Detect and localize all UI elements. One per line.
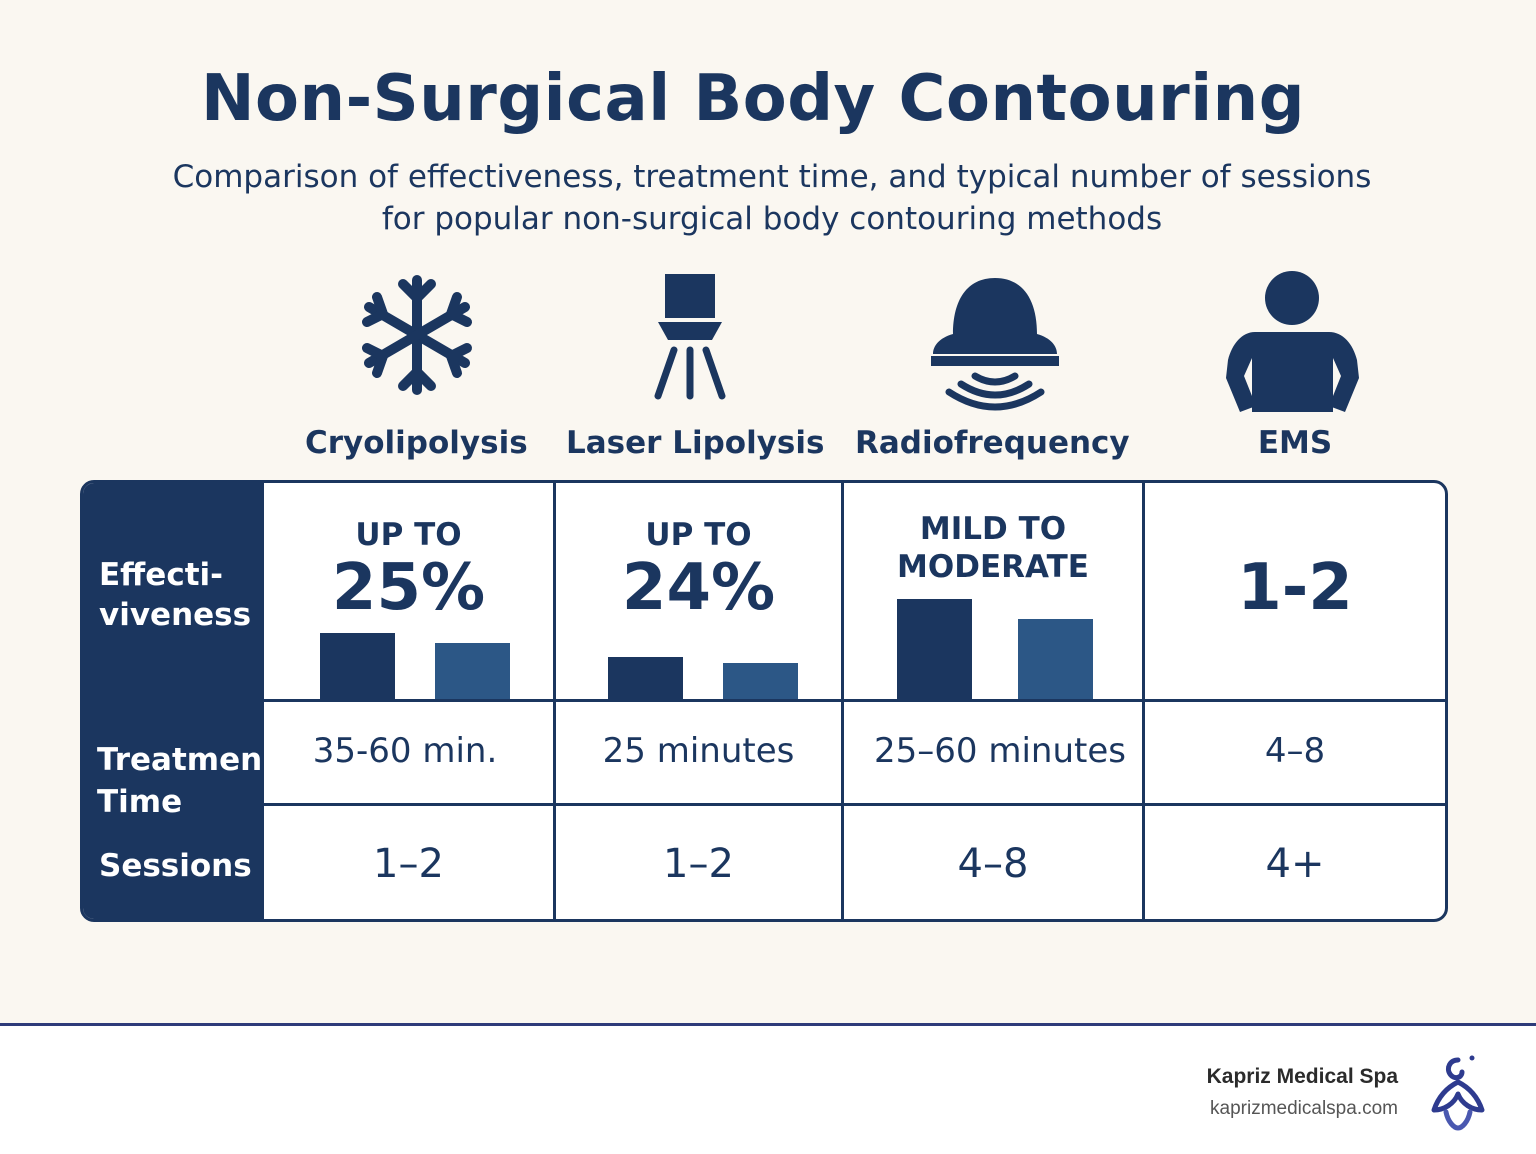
radiofrequency-device-icon (925, 270, 1065, 415)
treatment-time-cryolipolysis: 35-60 min. (312, 731, 498, 771)
sessions-cryolipolysis: 1–2 (373, 841, 444, 887)
person-icon (1225, 270, 1360, 415)
effectiveness-bar-dark-cryolipolysis (320, 633, 395, 699)
method-label-radiofrequency: Radiofrequency (855, 425, 1130, 461)
effectiveness-bar-dark-laser-lipolysis (608, 657, 683, 699)
treatment-time-radiofrequency: 25–60 minutes (874, 731, 1126, 771)
snowflake-icon (355, 270, 480, 400)
footer-divider (0, 1023, 1536, 1026)
effectiveness-bar-dark-radiofrequency (897, 599, 972, 699)
brand-url: kaprizmedicalspa.com (1210, 1098, 1398, 1119)
effectiveness-label-radiofrequency-1: MILD TO (919, 511, 1067, 547)
footer (0, 1026, 1536, 1154)
effectiveness-label-cryolipolysis: UP TO (355, 517, 462, 553)
sessions-laser-lipolysis: 1–2 (663, 841, 734, 887)
effectiveness-label-laser-lipolysis: UP TO (645, 517, 752, 553)
sessions-radiofrequency: 4–8 (957, 841, 1029, 887)
page-title: Non-Surgical Body Contouring (200, 62, 1306, 136)
row-label-sessions: Sessions (99, 848, 252, 884)
row-label-effectiveness: Effecti- viveness (99, 557, 252, 633)
effectiveness-bar-light-laser-lipolysis (723, 663, 798, 699)
sessions-ems: 4+ (1265, 841, 1325, 887)
comparison-table: Effecti- viveness Treatmen Time Sessions… (80, 480, 1448, 922)
effectiveness-bar-light-cryolipolysis (435, 643, 510, 699)
laser-device-icon (640, 270, 740, 410)
effectiveness-value-ems: 1-2 (1237, 551, 1353, 625)
treatment-time-ems: 4–8 (1264, 731, 1326, 771)
method-label-laser-lipolysis: Laser Lipolysis (566, 425, 825, 461)
subtitle-line-1: Comparison of effectiveness, treatment t… (172, 159, 1372, 195)
page-subtitle: Comparison of effectiveness, treatment t… (0, 156, 1536, 240)
kapriz-logo-icon (1428, 1052, 1490, 1136)
method-label-cryolipolysis: Cryolipolysis (305, 425, 528, 461)
subtitle-line-2: for popular non-surgical body contouring… (381, 201, 1163, 237)
row-label-treatment-time: Treatmen Time (97, 742, 263, 820)
table-divider (83, 699, 1445, 702)
method-label-ems: EMS (1257, 425, 1333, 461)
effectiveness-value-laser-lipolysis: 24% (621, 551, 776, 625)
effectiveness-value-cryolipolysis: 25% (331, 551, 486, 625)
brand-name: Kapriz Medical Spa (1206, 1065, 1398, 1088)
effectiveness-label-radiofrequency-2: MODERATE (897, 549, 1089, 585)
effectiveness-bar-light-radiofrequency (1018, 619, 1093, 699)
table-divider (261, 803, 1445, 806)
treatment-time-laser-lipolysis: 25 minutes (602, 731, 795, 771)
